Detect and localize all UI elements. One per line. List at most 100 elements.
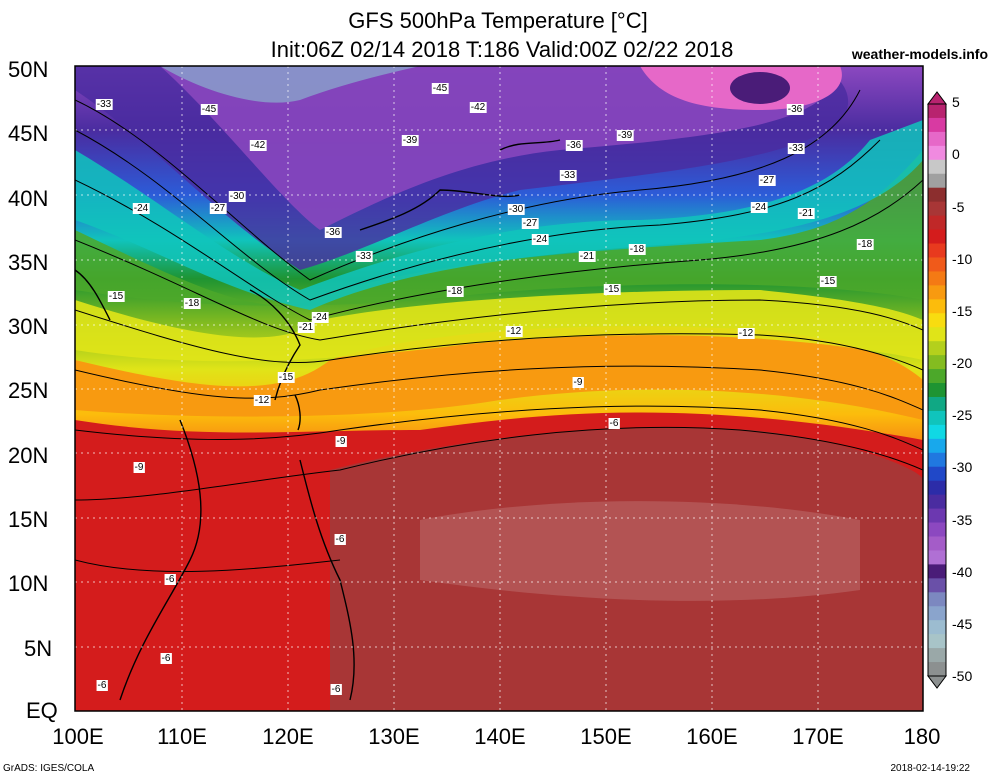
contour-label-bg (507, 204, 525, 215)
contour-label: -15 (279, 372, 294, 383)
colorbar-label-m40: -40 (952, 564, 973, 580)
contour-label: -18 (858, 239, 873, 250)
contour-label-bg (856, 239, 874, 250)
contour-label: -6 (336, 534, 345, 545)
contour-label-bg (446, 286, 464, 297)
colorbar-swatch (928, 480, 946, 496)
contour-label-bg (132, 203, 150, 214)
contour-label: -9 (135, 462, 144, 473)
contour-label-bg (277, 372, 295, 383)
contour-label: -42 (251, 140, 266, 151)
contour-label: -18 (185, 298, 200, 309)
lat-label-40n: 40N (8, 186, 49, 211)
contour-label-bg (797, 208, 815, 219)
colorbar-swatch (928, 662, 946, 677)
contour-label-bg (565, 140, 583, 151)
chart-title: GFS 500hPa Temperature [°C] (348, 8, 648, 33)
colorbar-swatch (928, 104, 946, 119)
colorbar-swatch (928, 341, 946, 356)
colorbar-swatch (928, 592, 946, 607)
contour-label: -27 (523, 218, 538, 229)
lat-label-35n: 35N (8, 250, 49, 275)
lat-label-eq: EQ (26, 698, 58, 723)
colorbar-swatch (928, 271, 946, 286)
colorbar-swatch (928, 215, 946, 231)
colorbar-swatch (928, 522, 946, 537)
contour-label-bg (521, 218, 539, 229)
contour-label: -30 (509, 204, 524, 215)
contour-label: -33 (357, 251, 372, 262)
contour-label: -24 (752, 202, 767, 213)
contour-label-bg (228, 191, 246, 202)
colorbar-swatch (928, 229, 946, 245)
contour-label-bg (572, 377, 584, 388)
contour-label: -6 (610, 418, 619, 429)
lon-label-130e: 130E (368, 724, 420, 749)
contour-label: -24 (533, 234, 548, 245)
contour-label: -33 (561, 170, 576, 181)
colorbar-swatch (928, 201, 946, 217)
contour-label: -15 (605, 284, 620, 295)
contour-label-bg (133, 462, 145, 473)
contour-label: -36 (326, 227, 341, 238)
contour-label-bg (297, 322, 315, 333)
contour-label-bg (737, 328, 755, 339)
field-layer (75, 66, 923, 711)
contour-label: -15 (821, 276, 836, 287)
colorbar-swatch (928, 131, 946, 147)
colorbar-swatch (928, 313, 946, 328)
colorbar-label-m25: -25 (952, 407, 973, 423)
colorbar-swatch (928, 383, 946, 398)
colorbar-swatch (928, 117, 946, 133)
contour-label-bg (787, 143, 805, 154)
contour-label-bg (603, 284, 621, 295)
contour-label: -21 (299, 322, 314, 333)
colorbar-swatch (928, 508, 946, 524)
colorbar-swatch (928, 145, 946, 161)
contour-label-bg (559, 170, 577, 181)
contour-label-bg (608, 418, 620, 429)
footer-credit: GrADS: IGES/COLA (3, 763, 95, 774)
colorbar-label-m45: -45 (952, 616, 973, 632)
colorbar (927, 91, 947, 689)
site-name: weather-models.info (851, 46, 988, 62)
lon-label-100e: 100E (52, 724, 104, 749)
contour-label-bg (164, 574, 176, 585)
lat-label-20n: 20N (8, 443, 49, 468)
colorbar-label-5: 5 (952, 94, 960, 110)
colorbar-bottom-arrow (927, 675, 947, 689)
contour-label-bg (750, 202, 768, 213)
contour-label: -12 (739, 328, 754, 339)
contour-label-bg (200, 104, 218, 115)
contour-label: -21 (799, 208, 814, 219)
contour-label-bg (249, 140, 267, 151)
colorbar-swatch (928, 369, 946, 384)
contour-label: -9 (574, 377, 583, 388)
colorbar-swatch (928, 257, 946, 272)
colorbar-swatch (928, 466, 946, 482)
colorbar-swatch (928, 299, 946, 314)
contour-label: -39 (618, 130, 633, 141)
colorbar-label-m20: -20 (952, 355, 973, 371)
contour-label: -39 (403, 135, 418, 146)
colorbar-swatch (928, 620, 946, 635)
contour-label: -18 (448, 286, 463, 297)
contour-label-bg (578, 251, 596, 262)
colorbar-label-m15: -15 (952, 303, 973, 319)
colorbar-swatch (928, 410, 946, 426)
contour-label: -21 (580, 251, 595, 262)
contour-label-bg (95, 99, 113, 110)
colorbar-swatch (928, 634, 946, 649)
contour-label: -45 (202, 104, 217, 115)
contour-label-bg (160, 653, 172, 664)
colorbar-swatch (928, 606, 946, 621)
colorbar-swatch (928, 187, 946, 203)
contour-label: -6 (98, 680, 107, 691)
contour-label: -27 (211, 203, 226, 214)
contour-label-bg (531, 234, 549, 245)
colorbar-swatch (928, 327, 946, 342)
colorbar-swatch (928, 550, 946, 565)
colorbar-swatch (928, 494, 946, 510)
contour-label-bg (311, 312, 329, 323)
colorbar-swatch (928, 648, 946, 663)
